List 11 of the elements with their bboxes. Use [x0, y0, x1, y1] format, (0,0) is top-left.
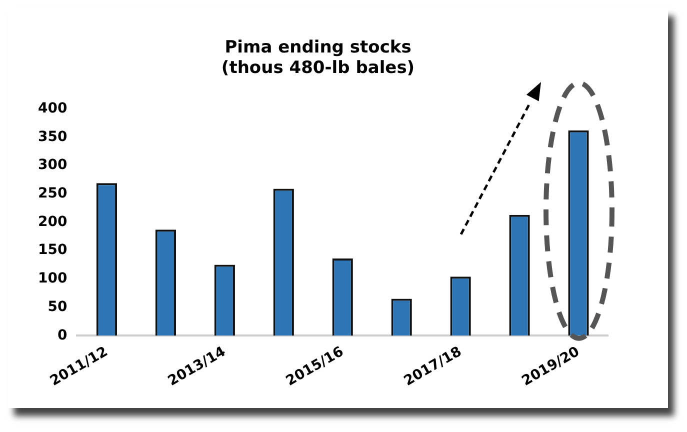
y-tick-label: 400 — [38, 100, 68, 116]
y-tick-label: 0 — [57, 327, 68, 344]
chart-title: Pima ending stocks — [224, 38, 412, 58]
y-tick-label: 350 — [38, 128, 68, 145]
y-tick-label: 250 — [38, 186, 68, 202]
chart-subtitle: (thous 480-lb bales) — [221, 58, 415, 78]
y-tick-label: 300 — [38, 157, 68, 174]
y-tick-label: 150 — [38, 242, 68, 258]
y-tick-label: 50 — [48, 298, 68, 315]
y-tick-label: 200 — [38, 214, 68, 230]
y-tick-label: 100 — [38, 270, 68, 287]
